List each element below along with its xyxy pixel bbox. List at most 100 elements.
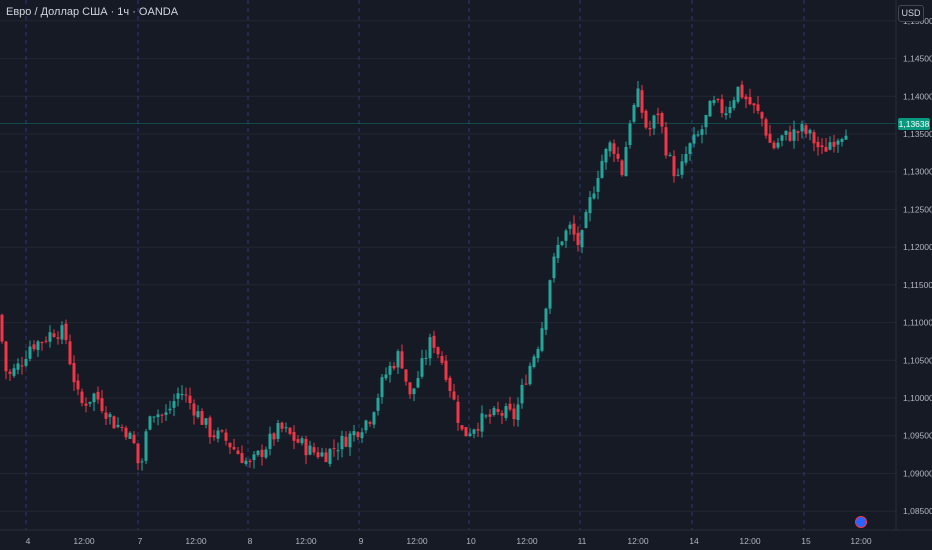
candle-body <box>0 314 4 342</box>
candle-body <box>580 230 584 248</box>
price-axis[interactable]: 1,150001,145001,140001,135001,130001,125… <box>903 16 932 516</box>
candle-body <box>568 224 572 229</box>
candle-body <box>144 431 148 461</box>
candle-body <box>388 365 392 375</box>
candle-body <box>140 461 144 463</box>
candle-body <box>108 414 112 418</box>
candle-body <box>520 384 524 404</box>
candle-body <box>28 346 32 359</box>
candle-body <box>356 432 360 437</box>
time-tick-label: 12:00 <box>850 536 872 546</box>
candle-body <box>624 147 628 177</box>
price-tick-label: 1,10000 <box>903 393 932 403</box>
time-tick-label: 12:00 <box>627 536 649 546</box>
price-tick-label: 1,09500 <box>903 431 932 441</box>
candle-body <box>48 332 52 342</box>
candle-body <box>540 328 544 351</box>
candle-body <box>484 415 488 417</box>
candle-body <box>492 408 496 415</box>
candle-body <box>36 341 40 350</box>
candle-body <box>648 128 652 130</box>
candle-body <box>724 113 728 116</box>
candle-body <box>280 422 284 429</box>
candle-body <box>408 382 412 395</box>
candle-body <box>112 416 116 429</box>
candle-body <box>604 148 608 163</box>
candle-body <box>224 432 228 441</box>
candle-body <box>664 127 668 156</box>
candle-body <box>512 408 516 420</box>
candle-body <box>736 86 740 102</box>
candle-body <box>732 100 736 109</box>
candle-body <box>464 427 468 437</box>
candle-body <box>432 335 436 348</box>
candle-body <box>120 426 124 428</box>
candle-body <box>344 436 348 447</box>
candle-body <box>136 443 140 464</box>
candle-body <box>840 139 844 142</box>
price-tick-label: 1,14500 <box>903 54 932 64</box>
candle-body <box>68 341 72 365</box>
currency-button[interactable]: USD <box>898 5 924 22</box>
candle-body <box>272 433 276 440</box>
candle-body <box>508 403 512 410</box>
candle-body <box>244 460 248 465</box>
candle-body <box>692 134 696 144</box>
candle-body <box>300 438 304 444</box>
last-price-tag: 1,13638 <box>898 117 930 130</box>
candle-body <box>612 143 616 154</box>
time-tick-label: 8 <box>248 536 253 546</box>
candle-body <box>588 197 592 214</box>
candle-body <box>696 134 700 136</box>
candle-body <box>236 450 240 455</box>
candle-body <box>600 160 604 178</box>
candle-body <box>548 280 552 309</box>
candle-body <box>316 452 320 458</box>
candle-body <box>788 131 792 141</box>
candle-body <box>756 104 760 111</box>
candle-body <box>200 411 204 425</box>
candle-body <box>576 232 580 246</box>
candle-body <box>188 395 192 403</box>
candle-body <box>504 405 508 418</box>
candle-body <box>56 337 60 339</box>
candle-body <box>748 97 752 105</box>
candle-body <box>740 84 744 98</box>
candle-body <box>368 422 372 424</box>
candle-body <box>416 378 420 388</box>
time-tick-label: 9 <box>359 536 364 546</box>
candle-body <box>544 308 548 330</box>
candle-body <box>516 404 520 420</box>
candle-body <box>792 129 796 141</box>
candle-body <box>456 401 460 423</box>
candle-body <box>672 156 676 177</box>
candle-body <box>152 416 156 418</box>
time-tick-label: 15 <box>801 536 811 546</box>
candle-body <box>172 401 176 408</box>
candle-body <box>668 155 672 157</box>
price-tick-label: 1,12000 <box>903 242 932 252</box>
candle-body <box>420 358 424 377</box>
candle-body <box>24 359 28 366</box>
candle-body <box>828 142 832 150</box>
candle-body <box>60 325 64 340</box>
candle-body <box>480 413 484 432</box>
price-tick-label: 1,12500 <box>903 204 932 214</box>
candle-body <box>92 393 96 403</box>
candle-body <box>440 356 444 363</box>
price-tick-label: 1,14000 <box>903 91 932 101</box>
session-separators <box>25 0 805 530</box>
candle-body <box>324 452 328 463</box>
candle-body <box>4 341 8 372</box>
candle-body <box>720 99 724 114</box>
time-axis[interactable]: 4 12:00 7 12:00 8 12:00 9 12:00 10 12:00 11 12:00 14… <box>26 536 872 546</box>
alert-marker-icon[interactable] <box>855 516 867 528</box>
candle-body <box>820 145 824 148</box>
candle-body <box>240 453 244 464</box>
candle-body <box>784 130 788 135</box>
candle-body <box>744 96 748 100</box>
candle-body <box>192 403 196 416</box>
candle-body <box>212 435 216 438</box>
candle-body <box>488 414 492 417</box>
